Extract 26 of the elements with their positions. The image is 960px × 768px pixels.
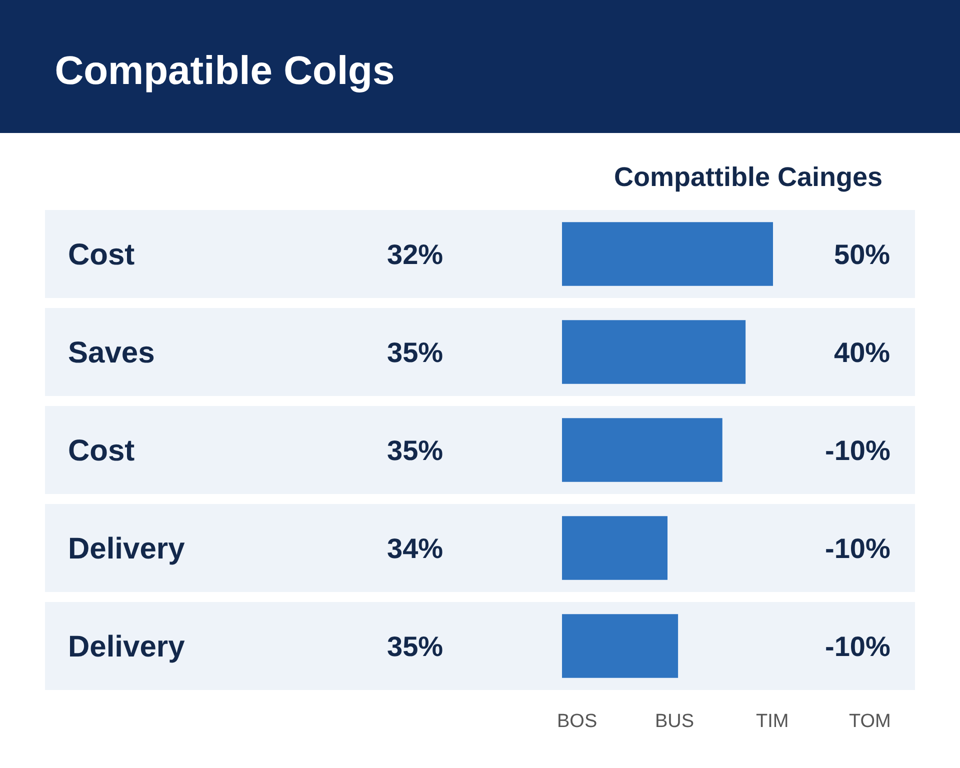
text: BOS: [557, 711, 598, 732]
bar: [562, 418, 722, 482]
text: 34%: [387, 533, 444, 564]
y-tick-label: Cost: [68, 238, 135, 272]
text: TOM: [849, 711, 891, 732]
bar: [562, 320, 746, 384]
text: -10%: [825, 435, 890, 466]
y-tick-label: Delivery: [68, 630, 186, 664]
text: BUS: [655, 711, 694, 732]
text: -10%: [825, 631, 890, 662]
text: 50%: [834, 239, 890, 270]
text: -10%: [825, 533, 890, 564]
bar: [562, 614, 678, 678]
text: 32%: [387, 239, 444, 270]
text: TIM: [756, 711, 789, 732]
chart-subtitle: Compattible Cainges: [614, 162, 883, 192]
y-tick-label: Cost: [68, 434, 135, 468]
y-tick-label: Delivery: [68, 532, 186, 566]
text: 35%: [387, 435, 444, 466]
text: 40%: [834, 337, 890, 368]
y-tick-label: Saves: [68, 336, 155, 370]
bar: [562, 516, 668, 580]
text: Compatible Colgs: [54, 49, 395, 93]
text: 35%: [387, 337, 444, 368]
text: 35%: [387, 631, 444, 662]
bar: [562, 222, 773, 286]
